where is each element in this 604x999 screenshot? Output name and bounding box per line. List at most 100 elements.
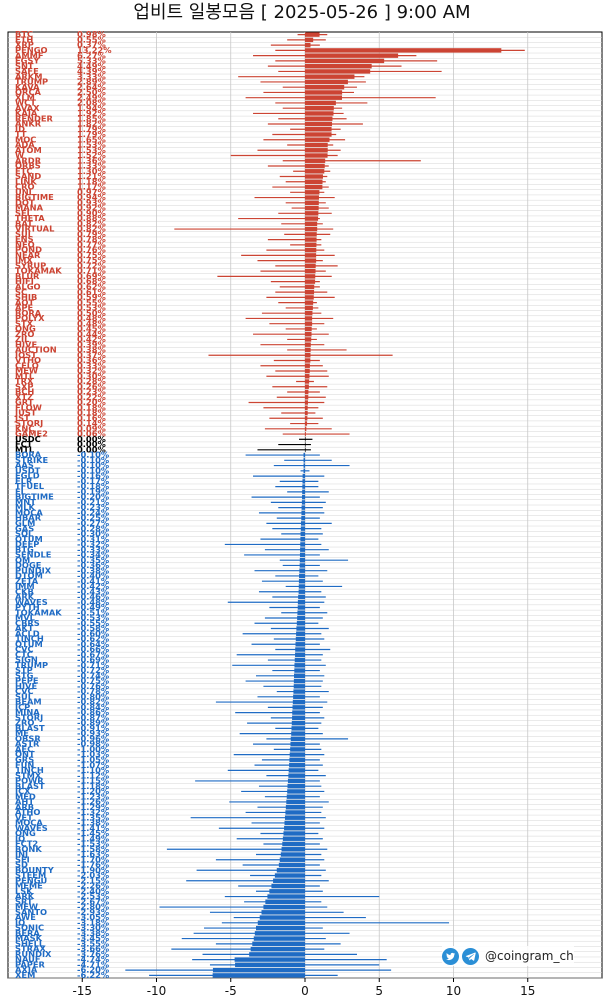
percent-label: -1.53% bbox=[77, 839, 110, 849]
data-bar bbox=[305, 305, 313, 311]
data-bar bbox=[300, 536, 305, 542]
symbol-label: LINK bbox=[15, 176, 37, 186]
data-bar bbox=[305, 48, 502, 53]
symbol-label: SONIC bbox=[15, 923, 44, 933]
percent-label: 0.00% bbox=[77, 439, 106, 449]
data-bar bbox=[303, 468, 305, 474]
data-bar bbox=[305, 289, 315, 295]
data-bar bbox=[305, 116, 333, 121]
symbol-label: XLM bbox=[15, 92, 35, 102]
data-bar bbox=[305, 342, 311, 347]
percent-label: 1.94% bbox=[77, 103, 106, 113]
data-bar bbox=[297, 615, 305, 621]
symbol-label: GLM bbox=[15, 518, 35, 528]
symbol-label: TT bbox=[15, 129, 27, 139]
data-bar bbox=[305, 153, 328, 158]
percent-label: -0.25% bbox=[77, 513, 110, 523]
data-bar bbox=[212, 967, 305, 973]
data-bar bbox=[234, 957, 305, 962]
twitter-bird-icon[interactable] bbox=[442, 947, 459, 965]
symbol-label: NAUF bbox=[15, 954, 41, 964]
percent-label: -0.36% bbox=[77, 560, 110, 570]
data-bar bbox=[305, 279, 316, 284]
symbol-label: MINA bbox=[15, 707, 40, 717]
percent-label: 0.45% bbox=[77, 324, 106, 334]
percent-label: 13.22% bbox=[77, 45, 112, 55]
symbol-label: VET bbox=[15, 812, 33, 822]
symbol-label: ATOM bbox=[15, 145, 42, 155]
data-bar bbox=[305, 100, 336, 106]
data-bar bbox=[305, 326, 312, 332]
symbol-label: KNC bbox=[15, 423, 34, 433]
symbol-label: ETH bbox=[15, 34, 33, 44]
data-bar bbox=[300, 526, 305, 531]
symbol-label: ZIL bbox=[15, 334, 30, 344]
symbol-label: PAPER bbox=[15, 959, 45, 969]
percent-label: 0.48% bbox=[77, 318, 106, 328]
data-bar bbox=[212, 973, 305, 978]
symbol-label: CKB bbox=[15, 586, 34, 596]
data-bar bbox=[293, 684, 305, 689]
symbol-label: SENDLE bbox=[15, 550, 52, 560]
data-bar bbox=[280, 852, 305, 857]
telegram-plane-icon[interactable] bbox=[462, 947, 479, 965]
data-bar bbox=[288, 768, 305, 773]
data-bar bbox=[284, 826, 305, 831]
data-bar bbox=[300, 531, 305, 537]
symbol-label: SHIB bbox=[15, 292, 37, 302]
percent-label: -0.43% bbox=[77, 586, 110, 596]
symbol-label: MVL bbox=[15, 613, 36, 623]
percent-label: -0.96% bbox=[77, 733, 110, 743]
symbol-label: BIGTIME bbox=[15, 192, 54, 202]
percent-label: -0.48% bbox=[77, 597, 110, 607]
percent-label: -1.41% bbox=[77, 823, 110, 833]
percent-label: 1.53% bbox=[77, 140, 106, 150]
symbol-label: ACLD bbox=[15, 628, 40, 638]
data-bar bbox=[305, 421, 308, 426]
percent-label: -3.45% bbox=[77, 933, 110, 943]
percent-label: 0.59% bbox=[77, 292, 106, 302]
symbol-label: STEEM bbox=[15, 870, 46, 880]
symbol-label: AMMF bbox=[15, 50, 44, 60]
symbol-label: MTL bbox=[15, 444, 35, 454]
data-bar bbox=[289, 752, 305, 757]
data-bar bbox=[305, 416, 308, 421]
symbol-label: BONK bbox=[15, 844, 42, 854]
symbol-label: ENS bbox=[15, 234, 34, 244]
symbol-label: XEM bbox=[15, 970, 35, 980]
percent-label: 0.42% bbox=[77, 334, 106, 344]
symbol-label: ETC bbox=[15, 166, 32, 176]
data-bar bbox=[282, 836, 305, 841]
percent-label: -3.76% bbox=[77, 949, 110, 959]
percent-label: -0.32% bbox=[77, 539, 110, 549]
percent-label: 1.85% bbox=[77, 113, 106, 123]
data-bar bbox=[302, 479, 305, 484]
percent-label: -0.82% bbox=[77, 697, 110, 707]
percent-label: 0.71% bbox=[77, 266, 106, 276]
data-bar bbox=[287, 778, 305, 784]
percent-label: -1.58% bbox=[77, 844, 110, 854]
percent-label: 0.88% bbox=[77, 213, 106, 223]
data-bar bbox=[305, 53, 399, 58]
data-bar bbox=[290, 736, 305, 742]
percent-label: 1.65% bbox=[77, 134, 106, 144]
percent-label: -2.93% bbox=[77, 907, 110, 917]
symbol-label: AWE bbox=[15, 912, 36, 922]
percent-label: -1.29% bbox=[77, 802, 110, 812]
data-bar bbox=[305, 363, 310, 368]
percent-label: -1.38% bbox=[77, 818, 110, 828]
data-bar bbox=[257, 920, 305, 926]
percent-label: -1.20% bbox=[77, 786, 110, 796]
data-bar bbox=[305, 442, 306, 447]
symbol-label: SAFE bbox=[15, 66, 39, 76]
x-tick-label: -5 bbox=[225, 984, 237, 998]
percent-label: -3.55% bbox=[77, 938, 110, 948]
percent-label: 0.06% bbox=[77, 429, 106, 439]
data-bar bbox=[287, 783, 305, 789]
symbol-label: IOST bbox=[15, 350, 37, 360]
symbol-label: AQT bbox=[15, 297, 34, 307]
watermark-handle[interactable]: @coingram_ch bbox=[485, 949, 574, 963]
data-bar bbox=[292, 705, 305, 710]
symbol-label: NEAR bbox=[15, 250, 41, 260]
symbol-label: OM bbox=[15, 555, 30, 565]
